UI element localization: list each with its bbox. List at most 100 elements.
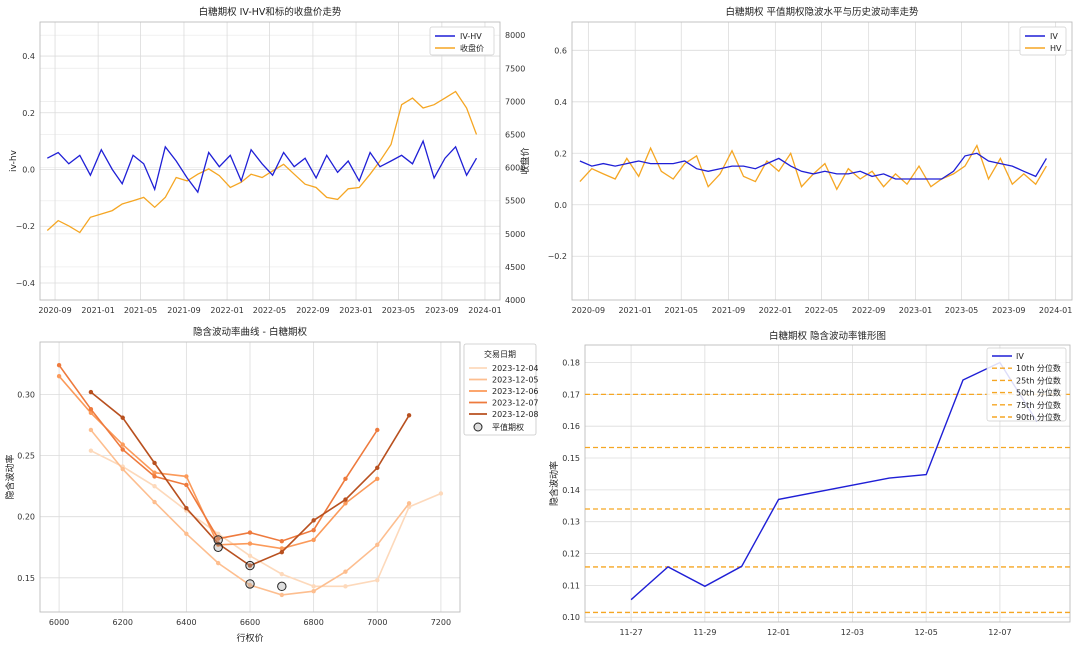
legend-label: 2023-12-04 [492,364,539,373]
series-line-close [46,90,478,234]
y-tick-label: 0.15 [562,454,580,463]
y-axis-label: iv-hv [9,149,19,172]
x-tick-label: 7200 [431,618,451,627]
y2-tick-label: 6000 [505,164,525,173]
y-tick-label: 0.0 [22,166,35,175]
legend-label: 2023-12-07 [492,399,539,408]
chart-4: 0.10 0.11 0.12 0.13 0.14 0.15 0.16 0.17 0.18 11-2… [548,330,1071,637]
chart-title: 白糖期权 IV-HV和标的收盘价走势 [199,6,342,18]
x-axis-label: 行权价 [236,632,263,644]
x-tick-label: 2024-01 [468,306,501,315]
series-point [311,584,316,589]
y-tick-label: 0.20 [17,513,35,522]
y2-tick-label: 7000 [505,97,525,106]
y2-tick-label: 5500 [505,197,525,206]
y-tick-label: 0.16 [562,422,580,431]
chart-1: −0.4 −0.2 0.0 0.2 0.4 4000 4500 5000 5500 6000 650… [9,6,531,315]
y2-tick-label: 8000 [505,31,525,40]
y2-axis-label: 收盘价 [519,147,531,174]
series-point [152,470,157,475]
y-tick-label: 0.14 [562,486,580,495]
y-tick-label: −0.2 [16,222,35,231]
series-point [375,476,380,482]
atm-marker [245,579,255,589]
y-tick-label: 0.12 [562,550,580,559]
y2-tick-label: 5000 [505,230,525,239]
chart-title: 白糖期权 平值期权隐波水平与历史波动率走势 [725,6,919,18]
x-tick-label: 6200 [113,618,133,627]
legend-label: 10th 分位数 [1016,363,1061,373]
legend: IV HV [1019,26,1067,56]
y2-tick-label: 6500 [505,131,525,140]
y-tick-label: 0.4 [554,98,567,107]
legend-label: 2023-12-08 [492,410,539,419]
y-tick-label: 0.25 [17,452,35,461]
series-point [343,584,348,589]
legend-title: 交易日期 [484,349,516,359]
y-tick-label: −0.2 [548,252,567,261]
series-point [88,427,94,433]
x-tick-label: 2022-01 [759,306,792,315]
x-tick-label: 2022-05 [253,306,286,315]
y-tick-label: 0.17 [562,390,580,399]
legend: 交易日期 2023-12-04 2023-12-05 2023-12-06 2023-1… [463,343,539,436]
series-point [184,482,189,488]
x-tick-label: 11-29 [693,628,716,637]
legend-atm-swatch [473,422,483,432]
x-tick-label: 2023-09 [425,306,458,315]
y-tick-label: 0.10 [562,613,580,622]
series-point [215,541,221,546]
x-tick-label: 2021-01 [81,306,114,315]
series-point [279,571,285,577]
atm-marker [213,535,223,545]
y-tick-label: 0.6 [554,46,567,55]
plot-frame [39,21,501,301]
legend-box [463,343,537,436]
x-tick-label: 2021-01 [618,306,651,315]
y2-tick-label: 4500 [505,263,525,272]
series-point [375,578,380,583]
series-point [88,406,94,412]
series-point [120,415,125,420]
y-tick-label: 0.11 [562,581,580,590]
series-point [247,553,253,559]
series-point [152,474,157,479]
legend-label: 平值期权 [492,422,524,432]
legend-label: IV [1050,32,1058,41]
series-point [375,542,380,548]
series-point [438,491,444,496]
series-point [152,499,157,505]
legend-label: 收盘价 [460,43,484,53]
atm-marker [277,581,287,592]
series-point [184,505,189,511]
x-tick-label: 2021-09 [167,306,200,315]
x-tick-label: 2020-09 [572,306,605,315]
series-point [247,563,253,568]
x-tick-label: 2023-05 [382,306,415,315]
x-tick-label: 2023-09 [992,306,1025,315]
y-tick-label: 0.15 [17,574,35,583]
plot-frame [584,344,1071,623]
atm-marker [213,542,223,552]
series-point [343,476,348,482]
chart-3: 0.15 0.20 0.25 0.30 6000 6200 6400 6600 6800 7000… [4,326,539,644]
y2-tick-label: 4000 [505,296,525,305]
x-tick-label: 2022-01 [210,306,243,315]
series-point [120,447,125,452]
chart-title: 隐含波动率曲线 - 白糖期权 [193,326,307,338]
x-tick-label: 2023-01 [339,306,372,315]
y-tick-label: 0.13 [562,518,580,527]
x-tick-label: 2022-09 [296,306,329,315]
series-line-iv [630,361,1038,601]
series-point [88,448,94,453]
series-point [311,527,316,533]
x-tick-label: 2020-09 [38,306,71,315]
legend-label: 2023-12-05 [492,376,539,385]
series-line-iv-hv [46,139,478,194]
plot-frame [39,341,461,613]
y-axis-label: 隐含波动率 [548,461,560,506]
x-tick-label: 2022-09 [852,306,885,315]
series-point [375,465,380,471]
chart-title: 白糖期权 隐含波动率锥形图 [769,330,886,342]
